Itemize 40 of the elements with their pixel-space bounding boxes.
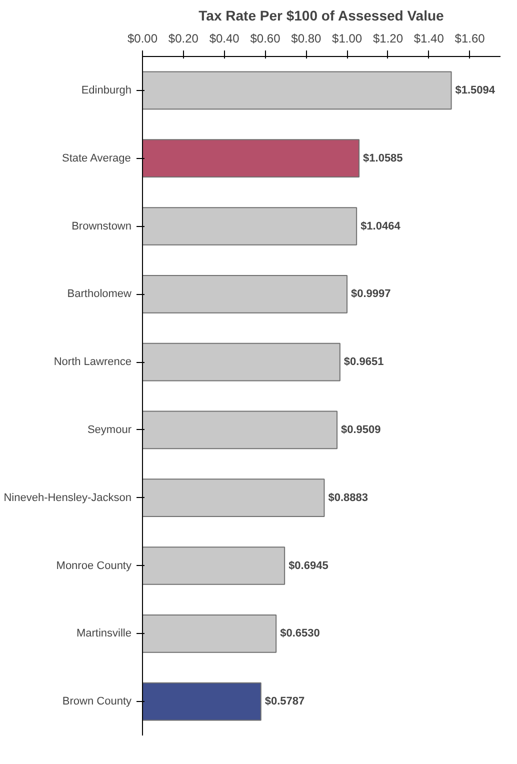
y-tick-label: Nineveh-Hensley-Jackson	[4, 492, 132, 504]
data-label: $1.0464	[360, 220, 402, 232]
data-label: $0.6945	[288, 560, 328, 572]
x-tick-label: $1.20	[372, 32, 404, 46]
data-label: $1.5094	[455, 84, 496, 96]
bar	[142, 682, 262, 721]
x-tick-label: $0.80	[291, 32, 322, 46]
y-tick-label: Edinburgh	[81, 84, 132, 96]
x-tick-label: $0.00	[127, 32, 158, 46]
x-tick-label: $0.20	[168, 32, 199, 46]
data-label: $0.8883	[328, 492, 368, 504]
bar	[142, 546, 286, 585]
bar	[142, 139, 360, 178]
x-tick-label: $1.60	[454, 32, 486, 46]
y-tick-label: Brown County	[62, 696, 132, 708]
y-tick-label: North Lawrence	[54, 356, 132, 368]
x-tick-label: $1.40	[414, 32, 444, 46]
bar	[142, 207, 358, 246]
bar	[142, 274, 348, 314]
bar	[142, 614, 277, 653]
data-label: $0.9997	[351, 288, 391, 300]
data-label: $1.0585	[363, 152, 403, 164]
bar	[142, 71, 452, 110]
bar	[142, 478, 325, 518]
y-tick-label: Martinsville	[76, 628, 132, 640]
data-label: $0.9509	[341, 424, 381, 436]
y-tick-label: Bartholomew	[67, 288, 132, 300]
data-label: $0.6530	[280, 628, 320, 640]
y-tick-label: Seymour	[87, 424, 132, 436]
x-tick-label: $0.60	[250, 32, 281, 46]
y-tick-label: Brownstown	[72, 220, 132, 232]
bar	[142, 410, 338, 450]
x-tick-label: $0.40	[209, 32, 240, 46]
y-tick-label: State Average	[62, 152, 131, 164]
x-tick-label: $1.00	[332, 32, 362, 46]
data-label: $0.5787	[264, 696, 305, 708]
chart-title: Tax Rate Per $100 of Assessed Value	[198, 8, 444, 24]
data-label: $0.9651	[344, 356, 384, 368]
bar	[142, 342, 340, 382]
y-tick-label: Monroe County	[56, 560, 132, 572]
